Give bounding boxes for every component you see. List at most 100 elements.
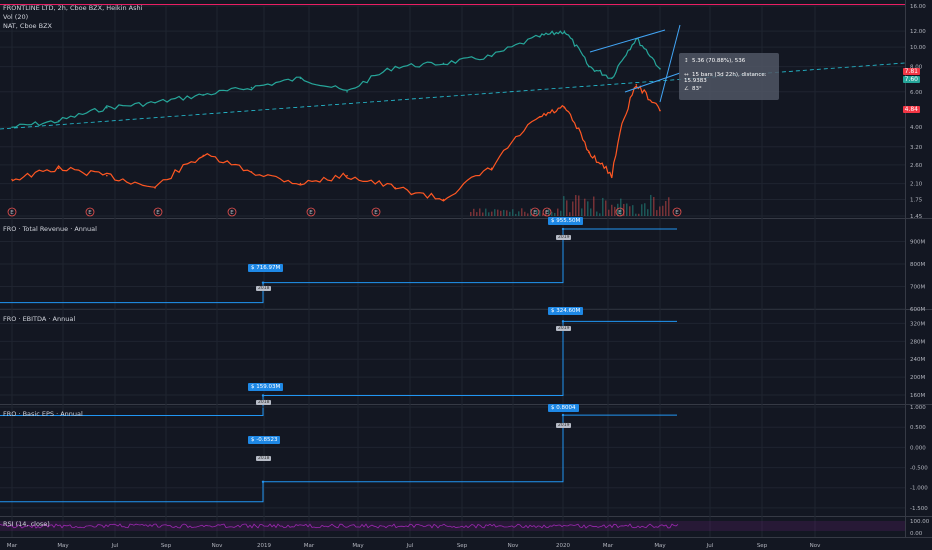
x-tick-label: Sep <box>161 543 172 549</box>
earnings-marker-label: E <box>230 210 234 216</box>
fro-price-series-point <box>250 86 253 89</box>
y-tick-label: 12.00 <box>910 29 926 35</box>
measure-line <box>659 24 681 103</box>
volume-bar <box>539 210 541 216</box>
y-tick-label: 240M <box>910 357 925 363</box>
symbol-title[interactable]: FRONTLINE LTD, 2h, Cboe BZX, Heikin Ashi <box>3 4 143 12</box>
volume-label[interactable]: Vol (20) <box>3 13 29 21</box>
earnings-marker <box>371 207 381 217</box>
volume-bar <box>512 209 514 216</box>
y-tick-label: 100.00 <box>910 519 930 525</box>
year-badge: 2018 <box>256 286 272 291</box>
x-tick-label: Nov <box>810 543 821 549</box>
rsi-pane-title[interactable]: RSI (14, close) <box>3 520 50 528</box>
volume-bar <box>587 201 589 216</box>
volume-bar <box>611 204 613 216</box>
nat-price-series-point <box>490 167 493 170</box>
fundamental-point <box>261 394 265 397</box>
x-tick-label: Mar <box>603 543 614 549</box>
x-tick-label: Mar <box>7 543 18 549</box>
volume-bar <box>644 203 646 216</box>
fundamental-point <box>561 320 565 323</box>
volume-bar <box>542 213 544 216</box>
volume-bar <box>581 208 583 216</box>
x-tick-label: May <box>352 543 364 549</box>
volume-bar <box>524 211 526 216</box>
x-tick-label: Sep <box>457 543 468 549</box>
fro-price-series-point <box>57 120 60 122</box>
x-tick-label: Nov <box>212 543 223 549</box>
fundamental-point <box>561 413 565 417</box>
nat-price-series-point <box>588 151 590 154</box>
year-badge: 2018 <box>256 456 272 461</box>
y-tick-label: 280M <box>910 339 925 345</box>
y-tick-label: 0.00 <box>910 531 923 537</box>
fro-price-series-point <box>490 55 493 58</box>
nat-price-series-point <box>442 198 445 201</box>
fro-price-series-point <box>394 65 397 68</box>
volume-bar <box>485 208 487 216</box>
fro-price-series-point <box>106 106 108 109</box>
earnings-marker <box>153 207 163 217</box>
ebitda-callout-2018: $ 159.03M <box>248 383 284 391</box>
volume-bar <box>497 209 499 216</box>
volume-bar <box>569 212 571 216</box>
nat-price-series-point <box>299 182 302 185</box>
revenue-callout-2018: $ 716.97M <box>248 264 284 272</box>
volume-bar <box>482 212 484 216</box>
x-tick-label: Mar <box>304 543 315 549</box>
volume-bar <box>647 209 649 216</box>
x-tick-label: 2019 <box>257 543 271 549</box>
volume-bar <box>521 208 523 216</box>
y-tick-label: 160M <box>910 393 925 399</box>
volume-bar <box>608 209 610 216</box>
nat-price-series-point <box>394 187 397 189</box>
volume-bar <box>509 211 511 216</box>
fundamental-point <box>261 480 265 483</box>
year-badge: 2018 <box>256 400 272 405</box>
earnings-marker-label: E <box>88 210 92 216</box>
year-badge: 2019 <box>556 326 572 331</box>
volume-bar <box>593 196 595 216</box>
volume-bar <box>614 206 616 216</box>
compare-symbol-label[interactable]: NAT, Cboe BZX <box>3 22 52 30</box>
earnings-marker <box>85 207 95 217</box>
nat-price-series-point <box>57 167 60 170</box>
nat-price-series-point <box>539 116 541 118</box>
x-tick-label: Jul <box>111 543 119 549</box>
volume-bar <box>650 194 652 216</box>
nat-price-series-point <box>635 83 638 86</box>
fro-price-series-point <box>610 77 613 80</box>
volume-bar <box>665 201 667 216</box>
nat-price-series <box>11 85 661 202</box>
eps-pane-title[interactable]: FRO · Basic EPS · Annual <box>3 410 83 418</box>
range-icon: ↕ <box>684 58 689 64</box>
volume-bar <box>590 208 592 216</box>
volume-bar <box>551 211 553 216</box>
volume-bar <box>560 210 562 216</box>
fro-price-series-point <box>563 30 566 32</box>
earnings-marker-label: E <box>309 210 313 216</box>
y-tick-label: 1.000 <box>910 405 926 411</box>
fro-price-series-point <box>202 93 205 96</box>
volume-bar <box>494 209 496 216</box>
earnings-marker <box>672 207 682 217</box>
y-tick-label: 320M <box>910 321 925 327</box>
nat-price-series-point <box>346 174 348 177</box>
ebitda-pane-title[interactable]: FRO · EBITDA · Annual <box>3 315 76 323</box>
earnings-marker-label: E <box>156 210 160 216</box>
x-tick-label: Sep <box>757 543 768 549</box>
volume-bar <box>506 210 508 216</box>
fundamental-series <box>0 228 677 304</box>
revenue-pane-title[interactable]: FRO · Total Revenue · Annual <box>3 225 97 233</box>
y-tick-label: 2.60 <box>910 163 923 169</box>
volume-bar <box>596 211 598 216</box>
bars-icon: ↔ <box>684 72 689 78</box>
y-tick-label: 0.500 <box>910 425 926 431</box>
fundamental-series <box>0 414 677 503</box>
fro-price-series-point <box>539 35 541 38</box>
volume-bar <box>653 197 655 216</box>
volume-bar <box>533 213 535 216</box>
volume-bar <box>572 201 574 216</box>
